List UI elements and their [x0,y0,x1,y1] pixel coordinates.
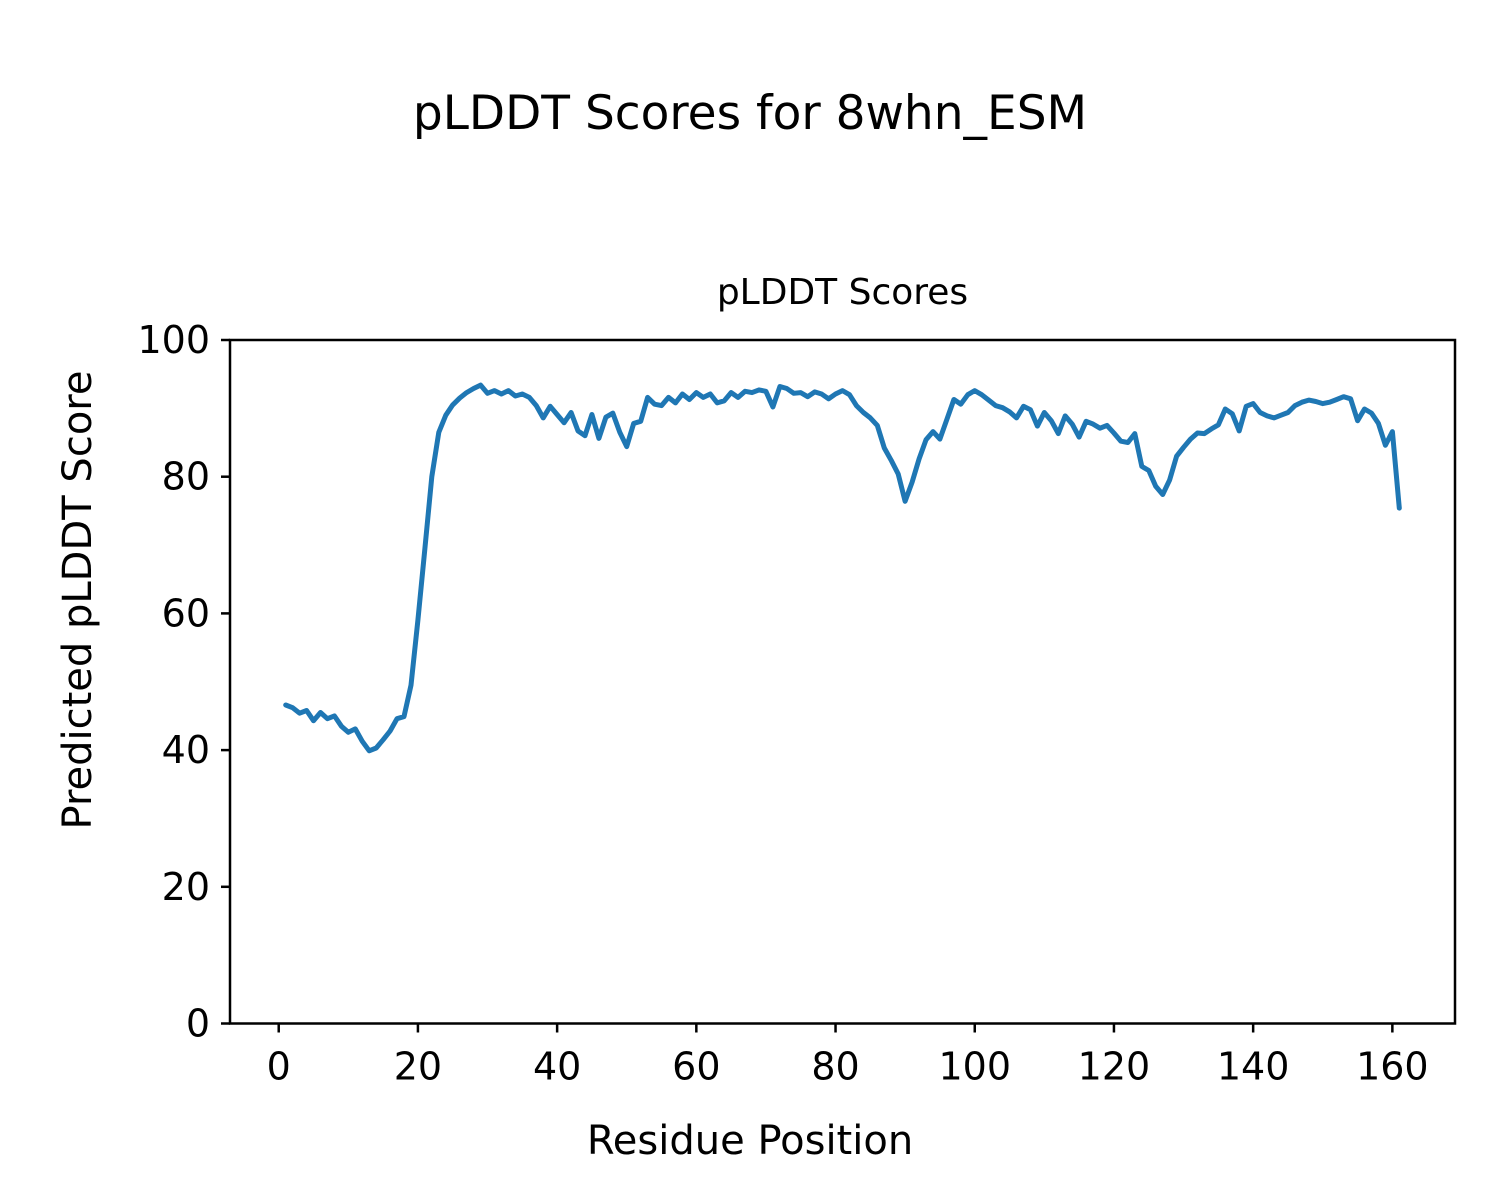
x-tick-label: 60 [672,1045,720,1089]
x-axis-label: Residue Position [586,1118,914,1164]
x-tick-label: 100 [938,1045,1011,1089]
y-tick-label: 20 [162,865,210,909]
y-tick-label: 0 [186,1002,210,1046]
axes-title: pLDDT Scores [716,272,969,313]
y-tick-label: 100 [137,318,210,362]
chart-title: pLDDT Scores for 8whn_ESM [412,86,1088,141]
y-tick-label: 60 [162,591,210,635]
y-tick-label: 40 [162,728,210,772]
x-tick-label: 120 [1078,1045,1151,1089]
x-tick-label: 160 [1356,1045,1429,1089]
axes-spines [228,338,1457,1025]
x-tick-label: 20 [394,1045,442,1089]
y-tick-label: 80 [162,455,210,499]
plot-line [283,382,1402,754]
x-tick-label: 0 [267,1045,291,1089]
x-tick-label: 80 [811,1045,859,1089]
x-tick-label: 40 [533,1045,581,1089]
x-tick-label: 140 [1217,1045,1290,1089]
